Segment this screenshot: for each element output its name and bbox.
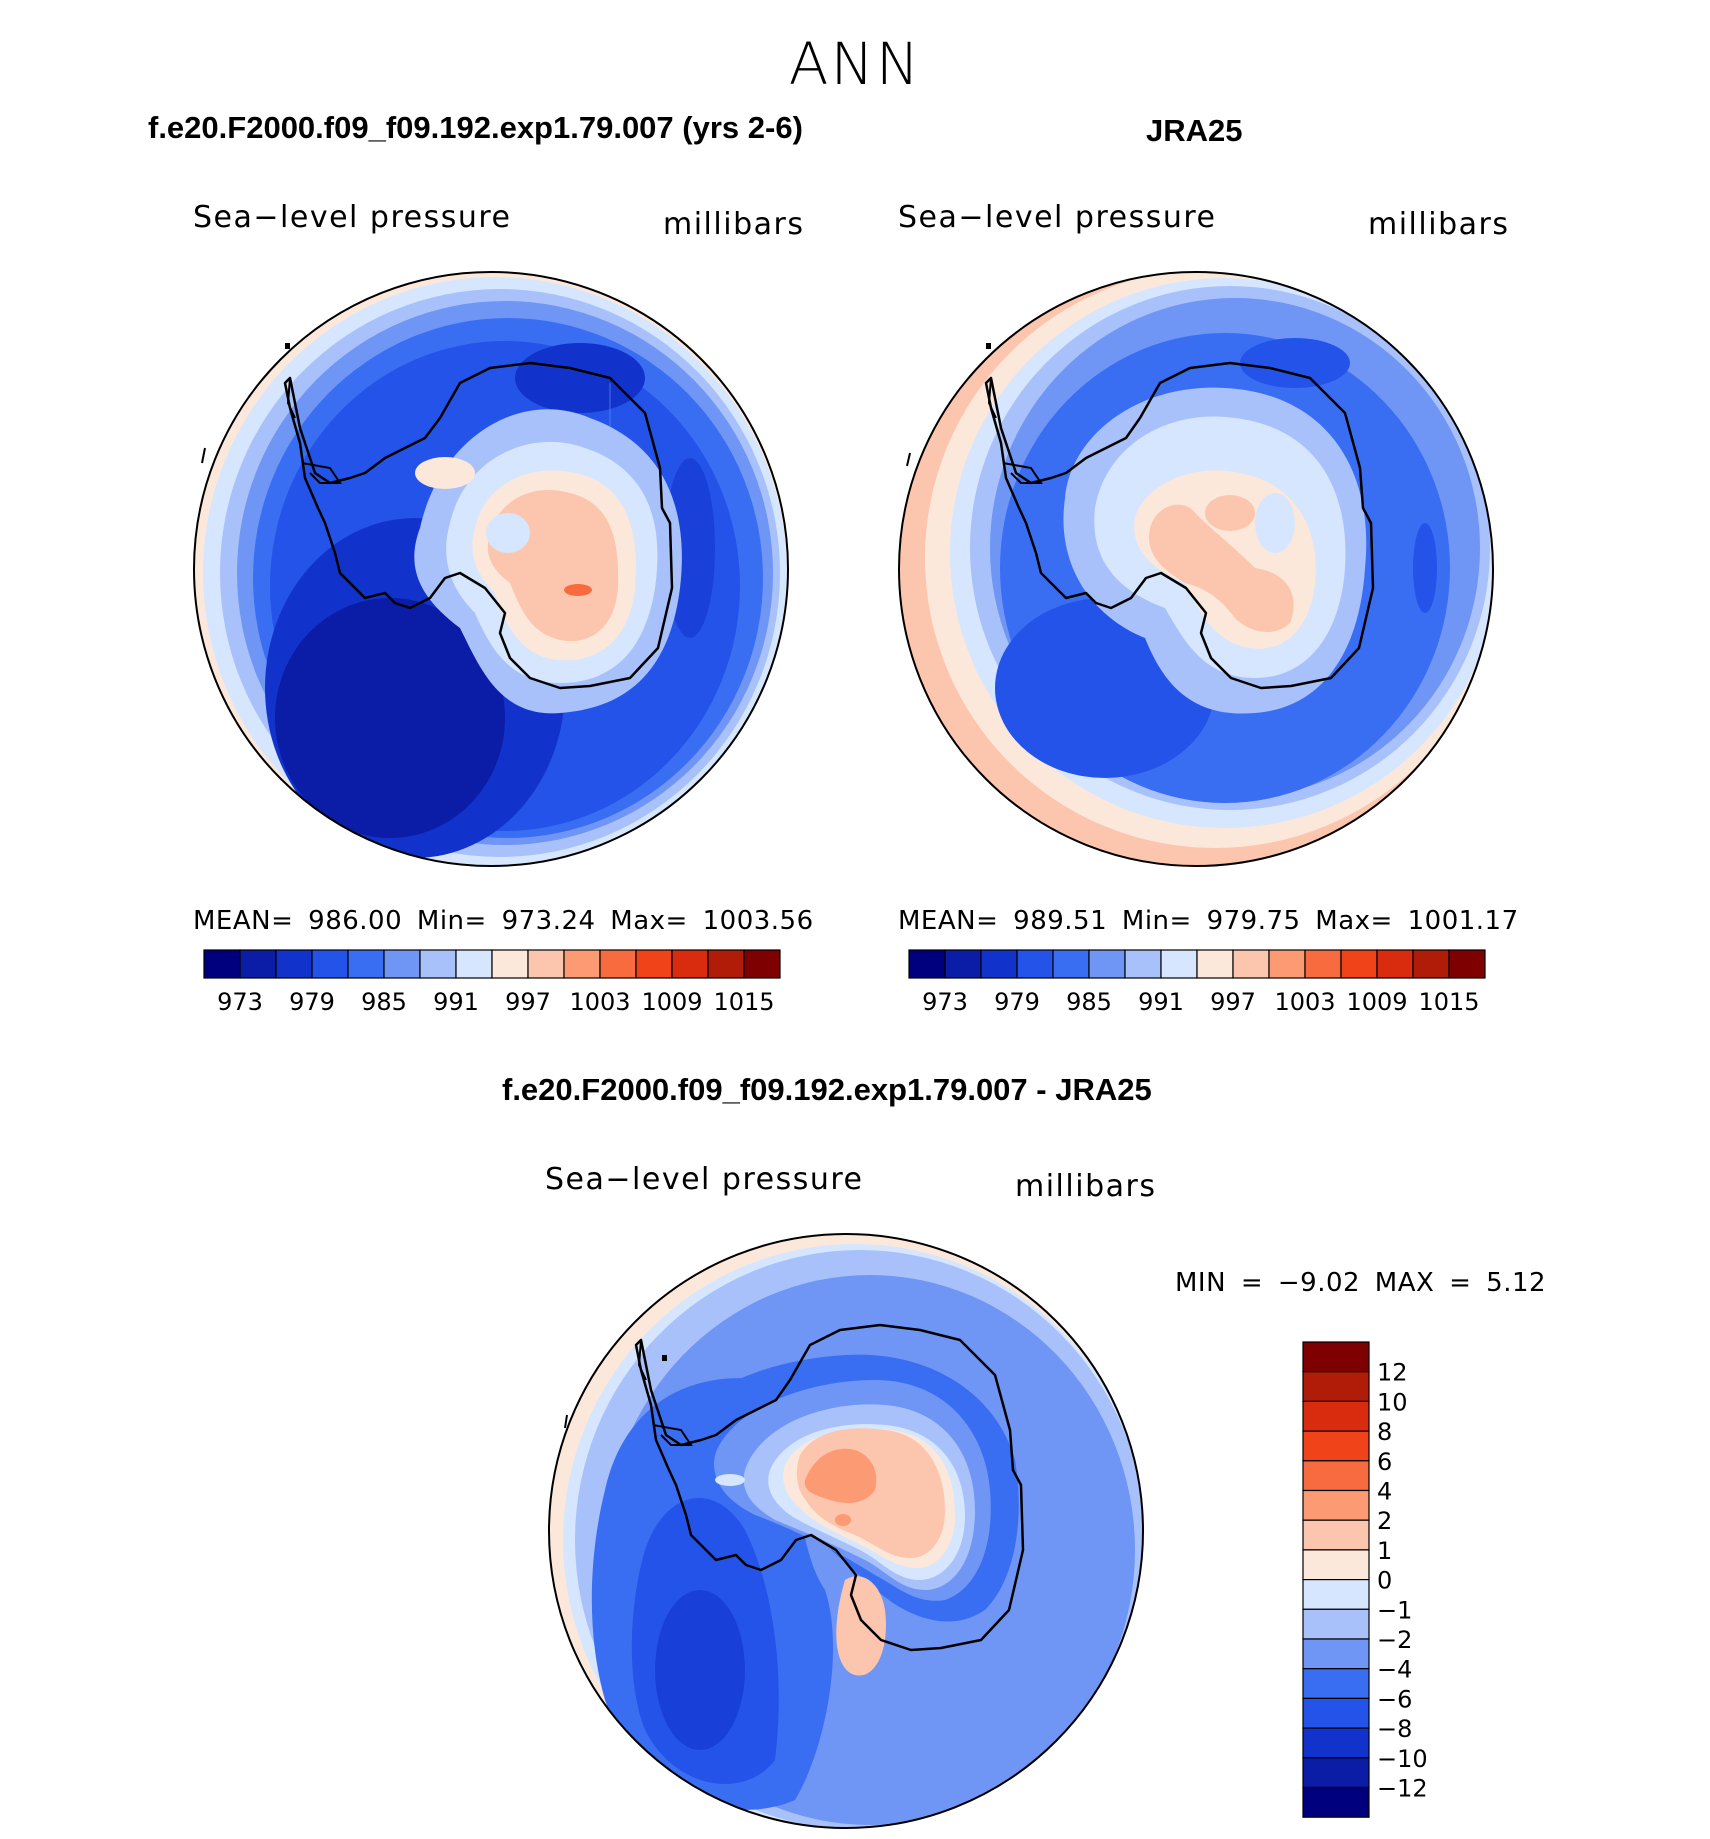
diff-variable-label: Sea−level pressure bbox=[545, 1162, 864, 1197]
model-colorbar-swatch bbox=[491, 949, 529, 979]
model-colorbar-swatch bbox=[239, 949, 277, 979]
model-colorbar-swatch bbox=[599, 949, 637, 979]
obs-colorbar-swatch bbox=[1448, 949, 1486, 979]
model-colorbar-swatch bbox=[455, 949, 493, 979]
obs-colorbar-swatch bbox=[1124, 949, 1162, 979]
obs-colorbar-swatch bbox=[980, 949, 1018, 979]
obs-colorbar-swatch bbox=[1376, 949, 1414, 979]
model-colorbar-tick-label: 979 bbox=[289, 988, 335, 1016]
obs-variable-label: Sea−level pressure bbox=[898, 200, 1217, 235]
obs-units-label: millibars bbox=[1368, 207, 1510, 242]
model-colorbar-swatch bbox=[347, 949, 385, 979]
diff-case-title: f.e20.F2000.f09_f09.192.exp1.79.007 - JR… bbox=[502, 1072, 1152, 1107]
diff-colorbar-tick-label: 10 bbox=[1377, 1388, 1408, 1416]
diff-colorbar-tick-label: −1 bbox=[1377, 1596, 1412, 1624]
diff-colorbar-swatch bbox=[1302, 1668, 1370, 1700]
diff-colorbar-swatch bbox=[1302, 1757, 1370, 1789]
model-polar-map bbox=[193, 271, 789, 867]
obs-colorbar-swatch bbox=[1016, 949, 1054, 979]
diff-colorbar-swatch bbox=[1302, 1549, 1370, 1581]
model-colorbar-tick-label: 985 bbox=[361, 988, 407, 1016]
diff-colorbar-tick-label: −6 bbox=[1377, 1685, 1412, 1713]
model-colorbar-swatch bbox=[419, 949, 457, 979]
model-colorbar-swatch bbox=[635, 949, 673, 979]
diff-colorbar-swatch bbox=[1302, 1400, 1370, 1432]
model-case-title: f.e20.F2000.f09_f09.192.exp1.79.007 (yrs… bbox=[148, 110, 803, 145]
model-colorbar-tick-label: 1009 bbox=[641, 988, 702, 1016]
model-colorbar-tick-label: 973 bbox=[217, 988, 263, 1016]
diff-colorbar-swatch bbox=[1302, 1371, 1370, 1403]
model-colorbar-tick-label: 997 bbox=[505, 988, 551, 1016]
obs-colorbar-tick-label: 991 bbox=[1138, 988, 1184, 1016]
diff-colorbar-tick-label: 4 bbox=[1377, 1478, 1392, 1506]
model-colorbar-swatch bbox=[743, 949, 781, 979]
obs-colorbar-swatch bbox=[1340, 949, 1378, 979]
obs-colorbar-swatch bbox=[1052, 949, 1090, 979]
model-colorbar-swatch bbox=[707, 949, 745, 979]
diff-colorbar-tick-label: −12 bbox=[1377, 1775, 1428, 1803]
diff-colorbar-tick-label: 8 bbox=[1377, 1418, 1392, 1446]
model-colorbar-swatch bbox=[203, 949, 241, 979]
obs-colorbar-tick-label: 1015 bbox=[1418, 988, 1479, 1016]
model-colorbar-swatch bbox=[311, 949, 349, 979]
diff-colorbar-tick-label: 0 bbox=[1377, 1567, 1392, 1595]
diff-colorbar-tick-label: 2 bbox=[1377, 1507, 1392, 1535]
model-variable-label: Sea−level pressure bbox=[193, 200, 512, 235]
diff-colorbar-tick-label: −2 bbox=[1377, 1626, 1412, 1654]
model-units-label: millibars bbox=[663, 207, 805, 242]
diff-polar-map bbox=[548, 1233, 1144, 1829]
model-colorbar-swatch bbox=[383, 949, 421, 979]
diff-colorbar-swatch bbox=[1302, 1460, 1370, 1492]
diff-stats: MIN = −9.02 MAX = 5.12 bbox=[1175, 1268, 1547, 1298]
diff-colorbar-swatch bbox=[1302, 1786, 1370, 1818]
model-colorbar-swatch bbox=[527, 949, 565, 979]
model-colorbar-tick-label: 1003 bbox=[569, 988, 630, 1016]
diff-colorbar-swatch bbox=[1302, 1341, 1370, 1373]
obs-colorbar-tick-label: 997 bbox=[1210, 988, 1256, 1016]
diff-colorbar-swatch bbox=[1302, 1697, 1370, 1729]
model-colorbar-swatch bbox=[275, 949, 313, 979]
obs-colorbar-tick-label: 973 bbox=[922, 988, 968, 1016]
diff-colorbar-tick-label: 1 bbox=[1377, 1537, 1392, 1565]
model-stats: MEAN= 986.00 Min= 973.24 Max= 1003.56 bbox=[193, 906, 814, 936]
figure-title: ANN bbox=[788, 30, 922, 98]
diff-colorbar-tick-label: 12 bbox=[1377, 1359, 1408, 1387]
obs-colorbar-swatch bbox=[1160, 949, 1198, 979]
obs-colorbar-swatch bbox=[1232, 949, 1270, 979]
diff-units-label: millibars bbox=[1015, 1169, 1157, 1204]
obs-colorbar-tick-label: 1003 bbox=[1274, 988, 1335, 1016]
obs-colorbar-swatch bbox=[908, 949, 946, 979]
diff-colorbar-swatch bbox=[1302, 1638, 1370, 1670]
obs-case-title: JRA25 bbox=[1146, 113, 1243, 148]
diff-colorbar-tick-label: −10 bbox=[1377, 1745, 1428, 1773]
diff-colorbar-tick-label: −8 bbox=[1377, 1715, 1412, 1743]
obs-colorbar-swatch bbox=[1088, 949, 1126, 979]
obs-colorbar-tick-label: 1009 bbox=[1346, 988, 1407, 1016]
diff-colorbar-tick-label: −4 bbox=[1377, 1656, 1412, 1684]
diff-colorbar-tick-label: 6 bbox=[1377, 1448, 1392, 1476]
obs-colorbar-swatch bbox=[944, 949, 982, 979]
model-colorbar-tick-label: 991 bbox=[433, 988, 479, 1016]
diff-colorbar-swatch bbox=[1302, 1727, 1370, 1759]
diff-colorbar-swatch bbox=[1302, 1430, 1370, 1462]
obs-colorbar-swatch bbox=[1412, 949, 1450, 979]
diff-colorbar-swatch bbox=[1302, 1489, 1370, 1521]
obs-polar-map bbox=[898, 271, 1494, 867]
obs-colorbar-tick-label: 985 bbox=[1066, 988, 1112, 1016]
model-colorbar-swatch bbox=[671, 949, 709, 979]
obs-colorbar-swatch bbox=[1304, 949, 1342, 979]
diff-colorbar-swatch bbox=[1302, 1608, 1370, 1640]
model-colorbar: 973 979 985 991 997 1003 1009 1015 bbox=[203, 949, 781, 1016]
diff-colorbar-swatch bbox=[1302, 1579, 1370, 1610]
obs-colorbar-tick-label: 979 bbox=[994, 988, 1040, 1016]
obs-stats: MEAN= 989.51 Min= 979.75 Max= 1001.17 bbox=[898, 906, 1519, 936]
model-colorbar-tick-label: 1015 bbox=[713, 988, 774, 1016]
obs-colorbar-swatch bbox=[1196, 949, 1234, 979]
diff-colorbar-swatch bbox=[1302, 1519, 1370, 1551]
model-colorbar-swatch bbox=[563, 949, 601, 979]
obs-colorbar: 973 979 985 991 997 1003 1009 1015 bbox=[908, 949, 1486, 1016]
obs-colorbar-swatch bbox=[1268, 949, 1306, 979]
